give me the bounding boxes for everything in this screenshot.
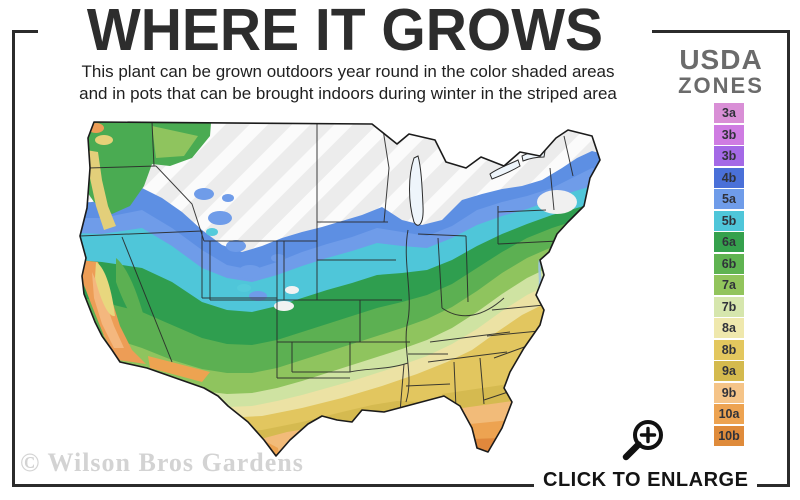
zone-chip-7a: 7a (714, 275, 744, 295)
state-borders (80, 122, 574, 413)
west-coast-zones (80, 122, 212, 382)
zone-chip-10a: 10a (714, 404, 744, 424)
zone-chip-7b: 7b (714, 296, 744, 317)
map-svg[interactable] (52, 110, 617, 460)
page-title: WHERE IT GROWS (38, 0, 652, 61)
zone-chip-3b: 3b (714, 146, 744, 166)
zone-chip-8b: 8b (714, 339, 744, 360)
watermark: © Wilson Bros Gardens (20, 448, 304, 477)
zone-chip-5a: 5a (714, 189, 744, 209)
lake-erie (489, 159, 521, 180)
lake-michigan (409, 155, 424, 226)
zone-chip-6a: 6a (714, 232, 744, 252)
zone-chip-3a: 3a (714, 103, 744, 123)
click-to-enlarge-label[interactable]: CLICK TO ENLARGE (534, 467, 758, 493)
zone-chip-9a: 9a (714, 361, 744, 381)
lake-huron (443, 141, 471, 162)
zone-chip-8a: 8a (714, 318, 744, 338)
us-hardiness-zone-map[interactable] (52, 110, 617, 460)
zone-chip-4b: 4b (714, 167, 744, 188)
zone-chip-6b: 6b (714, 253, 744, 274)
zone-chip-3b: 3b (714, 124, 744, 145)
legend-title-usda: USDA (679, 44, 763, 75)
subtitle: This plant can be grown outdoors year ro… (45, 61, 651, 105)
mountain-cold-specks (194, 188, 577, 311)
zone-chip-5b: 5b (714, 210, 744, 231)
us-outline (79, 121, 601, 457)
zone-chip-10b: 10b (714, 425, 744, 446)
subtitle-line-1: This plant can be grown outdoors year ro… (81, 62, 615, 81)
legend-title-zones: ZONES (678, 73, 764, 98)
magnifier-plus-icon[interactable] (618, 416, 670, 468)
zone-list: 3a 3b 3b 4b 5a 5b 6a 6b 7a 7b 8a 8b 9a 9b 10a 10b (714, 103, 744, 447)
subtitle-line-2: and in pots that can be brought indoors … (79, 84, 617, 103)
zone-chip-9b: 9b (714, 382, 744, 403)
